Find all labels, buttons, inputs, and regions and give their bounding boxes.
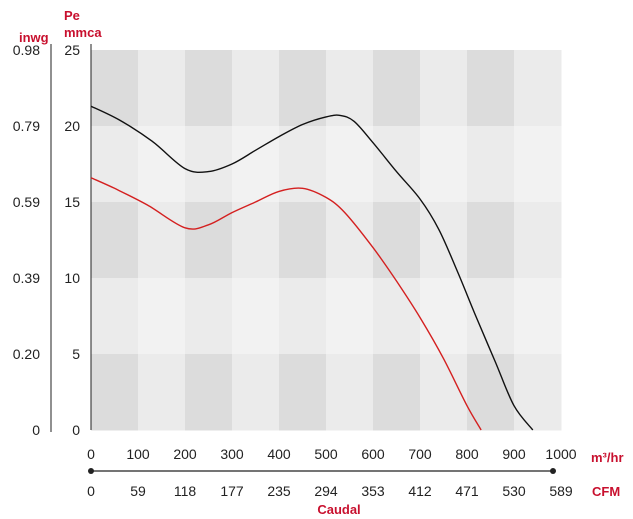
band-cell	[138, 126, 186, 203]
band-cell	[514, 50, 562, 127]
pe-unit-label: Pe	[64, 8, 80, 23]
band-cell	[91, 202, 139, 279]
band-cell	[232, 202, 280, 279]
band-cell	[279, 202, 327, 279]
y-tick-inwg: 0	[32, 422, 40, 438]
x-tick-m3hr: 500	[314, 446, 338, 462]
band-cell	[185, 126, 233, 203]
x-axis-title: Caudal	[317, 502, 360, 517]
band-cell	[232, 354, 280, 431]
band-cell	[279, 50, 327, 127]
x-tick-cfm: 471	[455, 483, 479, 499]
background-bands	[90, 44, 562, 431]
band-cell	[185, 202, 233, 279]
band-cell	[232, 126, 280, 203]
band-cell	[467, 278, 515, 355]
x-tick-cfm: 530	[502, 483, 526, 499]
x-tick-cfm: 235	[267, 483, 291, 499]
band-cell	[467, 50, 515, 127]
band-cell	[373, 354, 421, 431]
band-cell	[373, 278, 421, 355]
band-cell	[326, 278, 374, 355]
band-cell	[514, 354, 562, 431]
band-cell	[185, 278, 233, 355]
x-tick-cfm: 0	[87, 483, 95, 499]
y-tick-inwg: 0.39	[13, 270, 40, 286]
x-tick-cfm: 353	[361, 483, 385, 499]
x-tick-m3hr: 400	[267, 446, 291, 462]
band-cell	[420, 50, 468, 127]
y-tick-mmca: 15	[64, 194, 80, 210]
y-tick-mmca: 0	[72, 422, 80, 438]
x-tick-cfm: 589	[549, 483, 573, 499]
cfm-unit-label: CFM	[592, 484, 620, 499]
x-tick-m3hr: 100	[126, 446, 150, 462]
x-axis-start-dot	[88, 468, 94, 474]
band-cell	[420, 278, 468, 355]
y-tick-mmca: 10	[64, 270, 80, 286]
band-cell	[185, 354, 233, 431]
x-tick-cfm: 59	[130, 483, 146, 499]
band-cell	[467, 202, 515, 279]
band-cell	[326, 50, 374, 127]
x-tick-cfm: 118	[174, 483, 197, 499]
band-cell	[91, 50, 139, 127]
x-tick-m3hr: 200	[173, 446, 197, 462]
band-cell	[185, 50, 233, 127]
m3hr-unit-label: m³/hr	[591, 450, 624, 465]
x-tick-cfm: 177	[220, 483, 244, 499]
y-tick-inwg: 0.59	[13, 194, 40, 210]
band-cell	[279, 278, 327, 355]
band-cell	[232, 50, 280, 127]
band-cell	[138, 50, 186, 127]
band-cell	[91, 354, 139, 431]
y-tick-inwg: 0.79	[13, 118, 40, 134]
band-cell	[514, 278, 562, 355]
band-cell	[514, 202, 562, 279]
series-line-0	[90, 105, 534, 431]
band-cell	[232, 278, 280, 355]
x-tick-m3hr: 300	[220, 446, 244, 462]
x-axis-end-dot	[550, 468, 556, 474]
x-tick-m3hr: 1000	[545, 446, 576, 462]
y-tick-inwg: 0.98	[13, 42, 40, 58]
y-tick-mmca: 25	[64, 42, 80, 58]
x-tick-cfm: 412	[408, 483, 432, 499]
y-tick-inwg: 0.20	[13, 346, 40, 362]
band-cell	[279, 126, 327, 203]
x-tick-m3hr: 900	[502, 446, 526, 462]
band-cell	[326, 354, 374, 431]
x-tick-labels: 0 100 200 300 400 500 600 700 800 900 1000 0 59 118 17…	[87, 446, 577, 499]
y-tick-mmca: 20	[64, 118, 80, 134]
x-tick-m3hr: 700	[408, 446, 432, 462]
band-cell	[91, 278, 139, 355]
mmca-unit-label: mmca	[64, 25, 102, 40]
band-cell	[467, 126, 515, 203]
band-cell	[326, 202, 374, 279]
band-cell	[420, 126, 468, 203]
band-cell	[373, 202, 421, 279]
x-tick-m3hr: 600	[361, 446, 385, 462]
band-cell	[373, 50, 421, 127]
band-cell	[279, 354, 327, 431]
inwg-unit-label: inwg	[19, 30, 49, 45]
x-tick-m3hr: 800	[455, 446, 479, 462]
band-cell	[138, 354, 186, 431]
series-line-1	[90, 177, 482, 431]
y-tick-mmca: 5	[72, 346, 80, 362]
series-lines	[90, 105, 534, 431]
band-cell	[138, 278, 186, 355]
band-cell	[467, 354, 515, 431]
band-cell	[326, 126, 374, 203]
x-tick-cfm: 294	[314, 483, 338, 499]
x-tick-m3hr: 0	[87, 446, 95, 462]
y-tick-labels: 0 5 10 15 20 25 0 0.20 0.39 0.59 0.79 0.98	[13, 42, 80, 438]
band-cell	[91, 126, 139, 203]
band-cell	[514, 126, 562, 203]
